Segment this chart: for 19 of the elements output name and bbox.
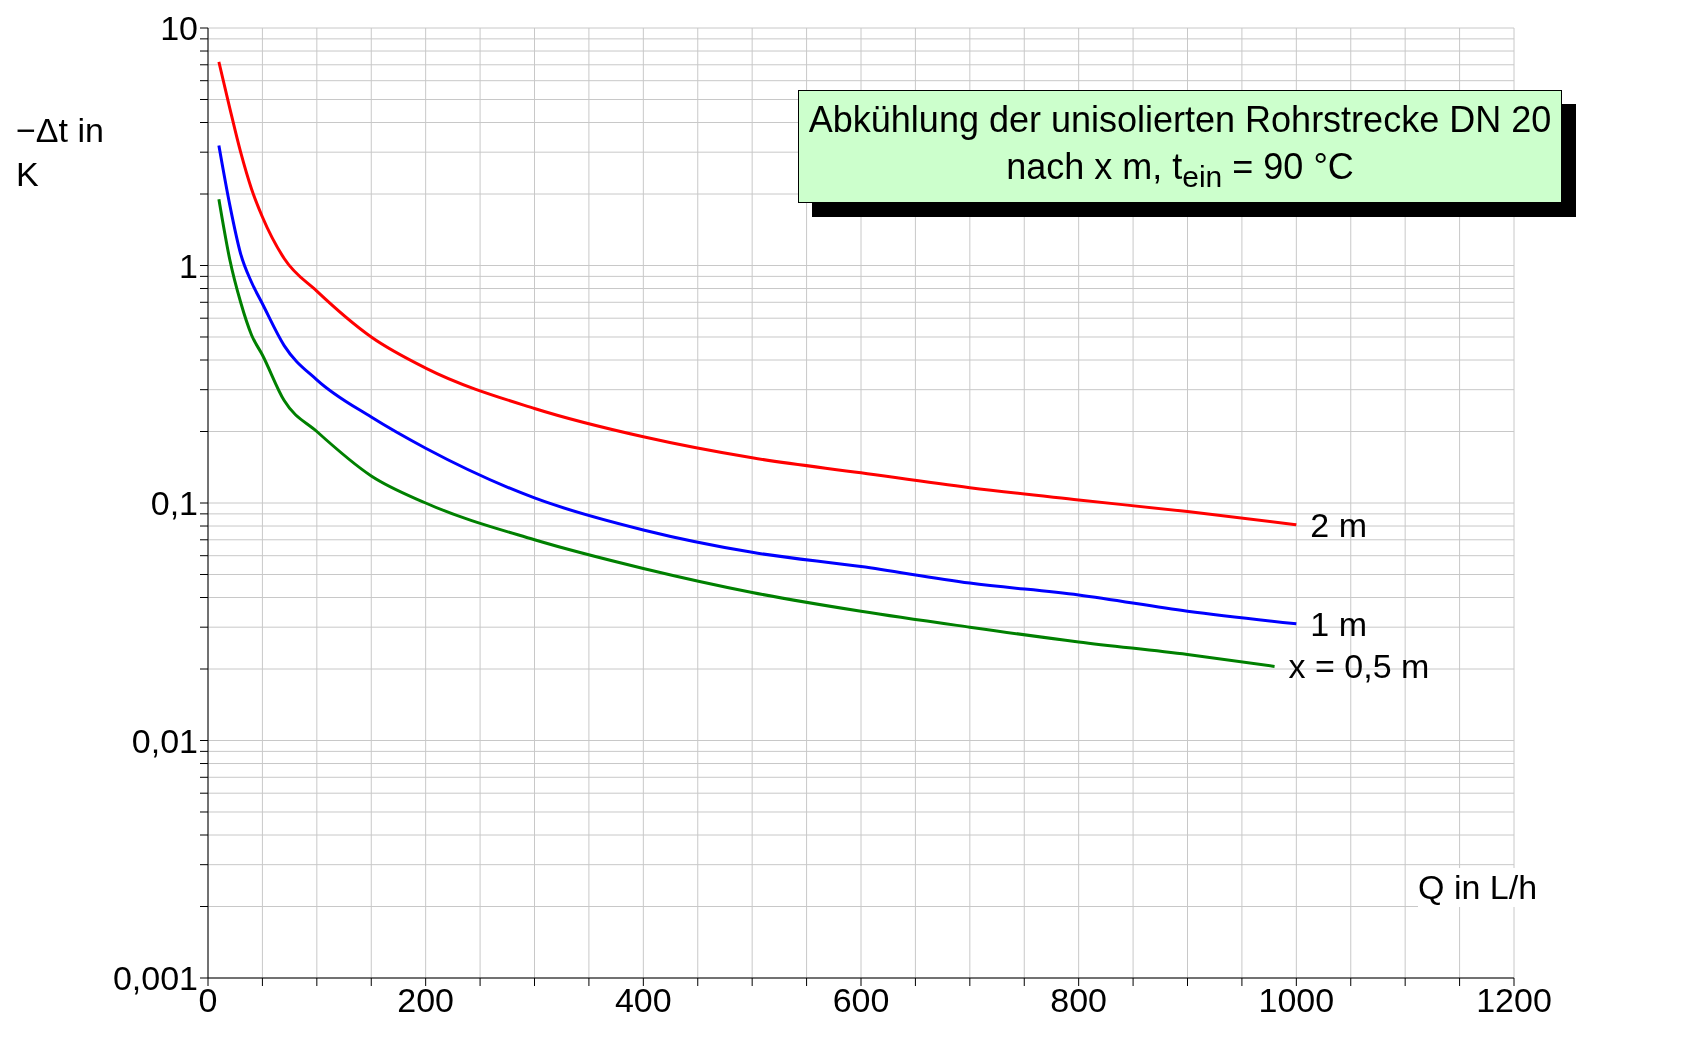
y-tick-label: 1 xyxy=(179,246,198,285)
y-tick-label: 0,01 xyxy=(131,721,198,760)
series-label: 1 m xyxy=(1310,604,1368,643)
x-tick-label: 800 xyxy=(1050,981,1108,1020)
series-label: 2 m xyxy=(1310,505,1368,544)
text: Abkühlung der unisolierten Rohrstrecke DN 20 nach x m, t$_{ein}$ = 90 °C xyxy=(798,90,1562,203)
y-tick-label: 10 xyxy=(160,9,198,48)
line-series xyxy=(217,197,1277,668)
y-tick-label: 0,001 xyxy=(112,959,198,998)
series-label: x = 0,5 m xyxy=(1288,647,1430,686)
x-tick-label: 600 xyxy=(832,981,890,1020)
x-tick-label: 0 xyxy=(198,981,218,1020)
y-axis-title: −Δt in K xyxy=(16,110,105,196)
x-tick-label: 1200 xyxy=(1476,981,1552,1020)
x-axis-title: Q in L/h xyxy=(1418,868,1538,907)
x-tick-label: 200 xyxy=(397,981,455,1020)
x-tick-label: 400 xyxy=(614,981,672,1020)
x-tick-label: 1000 xyxy=(1258,981,1335,1020)
y-tick-label: 0,1 xyxy=(150,484,198,523)
